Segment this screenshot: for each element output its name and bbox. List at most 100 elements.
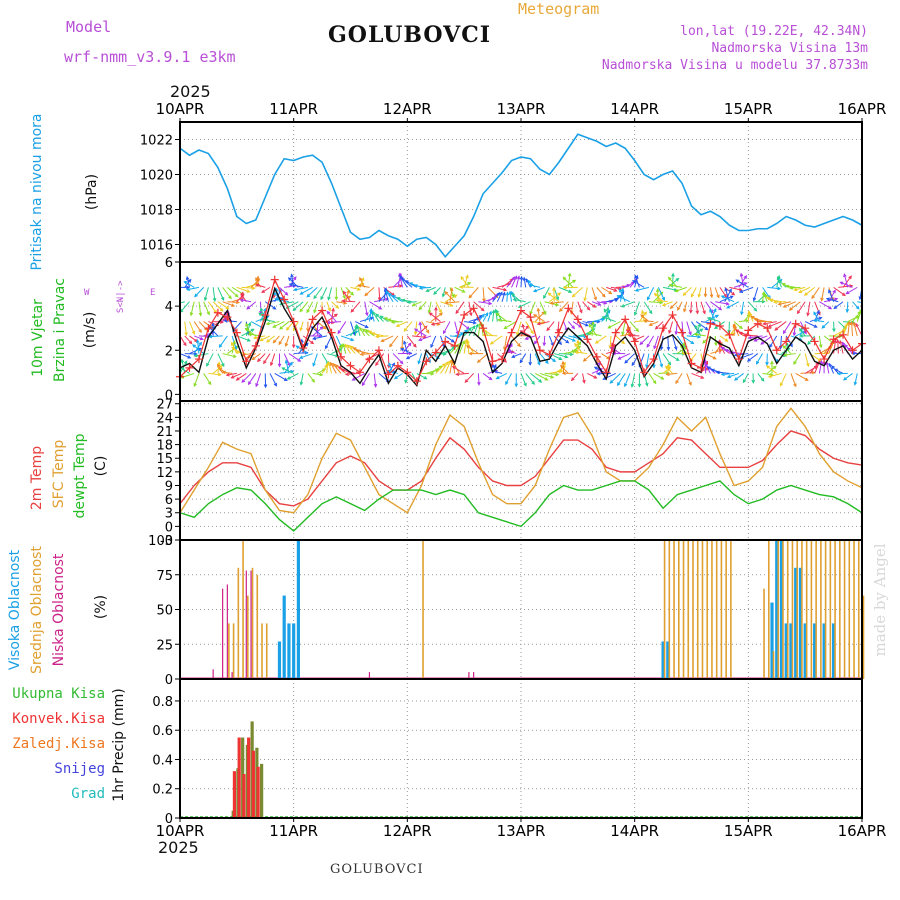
wind-arrow-head: [608, 345, 613, 350]
wind-arrow-head: [564, 354, 569, 359]
wind-arrow-head: [666, 363, 671, 368]
wind-arrow: [219, 335, 228, 348]
wind-arrow: [186, 276, 190, 288]
wind-arrow-head: [746, 358, 751, 362]
wind-arrow-head: [505, 381, 509, 386]
wind-gust-marker: [346, 361, 355, 370]
wind-arrow: [828, 363, 835, 374]
wind-arrow-head: [350, 337, 355, 342]
wind-arrow: [534, 311, 545, 322]
compass-w: W: [84, 288, 90, 298]
wind-arrow-head: [448, 359, 452, 364]
wind-arrow: [587, 372, 597, 379]
y-tick-label: 0.4: [152, 753, 173, 768]
wind-arrow: [591, 301, 601, 306]
wind-arrow-head: [621, 331, 625, 336]
wind-arrow-head: [341, 299, 346, 303]
wind-arrow: [615, 335, 625, 344]
wind-arrow-head: [247, 332, 252, 337]
wind-arrow-head: [519, 359, 524, 364]
wind-arrow-head: [272, 324, 277, 328]
wind-arrow-head: [218, 367, 223, 372]
wind-arrow-head: [318, 334, 323, 338]
wind-arrow-head: [783, 353, 788, 357]
wind-arrow: [342, 300, 356, 303]
wind-arrow-head: [543, 311, 547, 316]
station-title: GOLUBOVCI: [328, 22, 492, 48]
wind-arrow: [387, 370, 398, 374]
wind-arrow: [588, 332, 602, 337]
wind-arrow: [550, 301, 564, 304]
wind-arrow: [739, 286, 754, 293]
wind-arrow: [842, 275, 852, 288]
wind-arrow: [313, 335, 327, 340]
wind-arrow: [843, 321, 855, 324]
wind-arrow: [656, 299, 668, 303]
wind-arrow-head: [272, 306, 277, 310]
wind-arrow-head: [306, 293, 311, 298]
wind-arrow: [246, 301, 257, 310]
wind-arrow-head: [434, 306, 438, 311]
wind-arrow: [694, 325, 702, 337]
wind-arrow-head: [674, 346, 678, 351]
precip-convective-bar: [237, 737, 241, 818]
wind-arrow: [463, 327, 472, 337]
wind-arrow: [846, 301, 849, 313]
wind-arrow: [634, 301, 640, 316]
wind-arrow: [662, 353, 671, 365]
wind-arrow: [631, 353, 640, 366]
wind-arrow: [300, 286, 313, 295]
wind-arrow-head: [543, 295, 547, 300]
wind-arrow-head: [674, 288, 679, 293]
wind-arrow: [525, 373, 535, 385]
wind-arrow-head: [310, 340, 315, 345]
precip-convective-bar: [256, 766, 260, 818]
wind-arrow: [520, 276, 523, 288]
wind-arrow-head: [738, 325, 743, 330]
wind-arrow: [756, 353, 763, 365]
wind-arrow-head: [825, 297, 830, 302]
wind-arrow: [226, 372, 237, 376]
y-tick-label: 12: [156, 466, 173, 481]
wind-arrow: [640, 314, 650, 322]
wind-arrow: [529, 301, 536, 315]
wind-arrow-head: [714, 342, 718, 347]
cloud-mid-bar: [810, 540, 813, 679]
wind-arrow-head: [191, 330, 196, 335]
wind-arrow-head: [251, 286, 256, 290]
wind-arrow: [646, 353, 650, 368]
wind-arrow-head: [845, 321, 849, 326]
wind-arrow: [856, 309, 862, 322]
wind-arrow-head: [234, 350, 239, 355]
wind-arrow: [456, 372, 469, 375]
wind-arrow-head: [228, 295, 232, 300]
wind-arrow-head: [223, 319, 228, 323]
wind-arrow: [657, 287, 665, 301]
cloud-mid-bar: [673, 540, 675, 679]
wind-arrow-head: [832, 289, 836, 294]
wind-arrow-head: [725, 301, 730, 306]
wind-arrow-head: [537, 361, 541, 366]
wind-arrow-head: [555, 302, 560, 307]
wind-arrow-head: [760, 377, 765, 382]
wind-gust-marker: [488, 357, 497, 366]
wind-arrow: [511, 335, 521, 347]
wind-arrow: [643, 301, 653, 314]
wind-arrow-head: [558, 308, 563, 312]
wind-arrow-head: [690, 340, 695, 345]
wind-arrow: [675, 286, 687, 292]
cloud-mid-bar: [730, 540, 732, 679]
wind-arrow: [507, 349, 517, 355]
wind-arrow: [399, 275, 408, 288]
wind-arrow-head: [455, 372, 460, 377]
wind-arrow-head: [299, 381, 304, 386]
wind-arrow: [505, 373, 512, 385]
wind-arrow: [617, 353, 631, 360]
wind-arrow: [748, 335, 763, 339]
wind-arrow: [414, 328, 427, 337]
wind-arrow: [289, 283, 304, 288]
wind-arrow: [331, 301, 339, 309]
wind-arrow-head: [839, 281, 844, 285]
wind-gust-marker: [734, 355, 743, 364]
wind-arrow-head: [806, 363, 810, 368]
